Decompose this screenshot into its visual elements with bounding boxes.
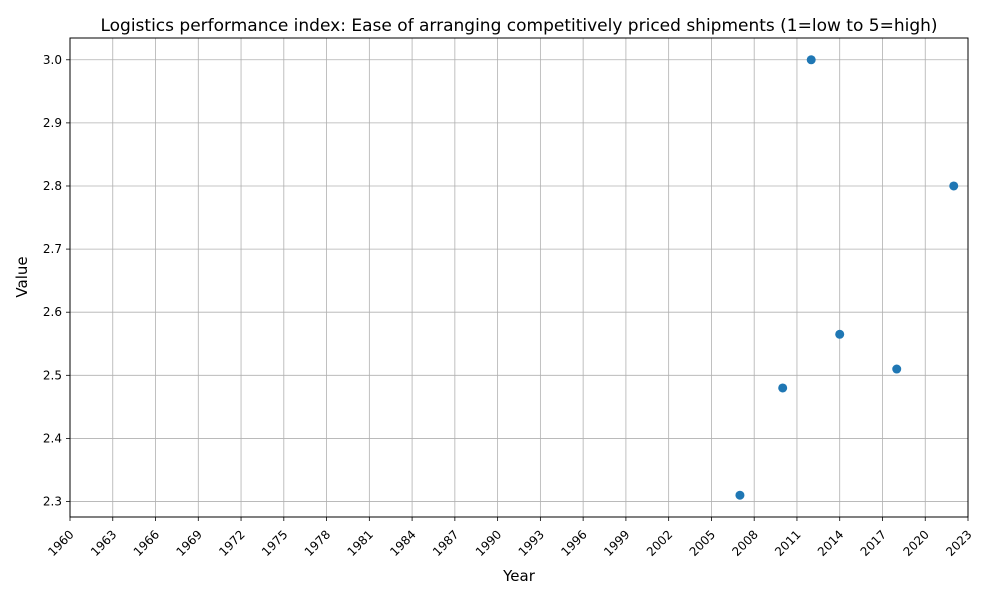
x-tick-label: 1966: [131, 527, 162, 558]
x-axis-label: Year: [502, 567, 536, 585]
y-tick-label: 2.4: [43, 431, 62, 445]
x-tick-label: 1990: [473, 527, 504, 558]
y-axis-label: Value: [13, 256, 31, 297]
data-point: [806, 55, 816, 65]
ticks: 1960 1963 1966 1969 1972 1975 1978 1981 1984 1987…: [43, 53, 975, 559]
chart-title: Logistics performance index: Ease of arr…: [100, 16, 937, 36]
x-tick-label: 1975: [259, 527, 290, 558]
x-tick-label: 2011: [772, 527, 803, 558]
x-tick-label: 2002: [644, 527, 675, 558]
x-tick-label: 1978: [302, 527, 333, 558]
data-point: [778, 383, 788, 393]
x-tick-label: 1993: [516, 527, 547, 558]
x-tick-label: 1960: [45, 527, 76, 558]
x-tick-label: 2023: [943, 527, 974, 558]
x-tick-label: 1987: [430, 527, 461, 558]
y-tick-label: 2.6: [43, 305, 62, 319]
plot-frame: [69, 37, 969, 518]
y-tick-label: 2.8: [43, 179, 62, 193]
x-tick-label: 1984: [387, 527, 418, 558]
x-tick-label: 2017: [858, 527, 889, 558]
x-tick-label: 1972: [216, 527, 247, 558]
y-tick-label: 2.7: [43, 242, 62, 256]
y-tick-label: 2.5: [43, 368, 62, 382]
x-tick-label: 2008: [729, 527, 760, 558]
x-tick-label: 1981: [345, 527, 376, 558]
y-tick-label: 3.0: [43, 53, 62, 67]
grid: [69, 38, 969, 517]
x-tick-label: 2005: [687, 527, 718, 558]
data-point: [949, 181, 959, 191]
data-point: [835, 329, 845, 339]
x-tick-label: 1999: [601, 527, 632, 558]
x-tick-label: 1969: [173, 527, 204, 558]
y-tick-label: 2.9: [43, 116, 62, 130]
data-point: [892, 364, 902, 374]
x-tick-label: 2014: [815, 527, 846, 558]
axes: [69, 37, 969, 518]
data-points: [735, 55, 959, 500]
data-point: [735, 490, 745, 500]
x-tick-label: 1996: [558, 527, 589, 558]
x-tick-label: 1963: [88, 527, 119, 558]
y-tick-label: 2.3: [43, 495, 62, 509]
x-tick-label: 2020: [900, 527, 931, 558]
